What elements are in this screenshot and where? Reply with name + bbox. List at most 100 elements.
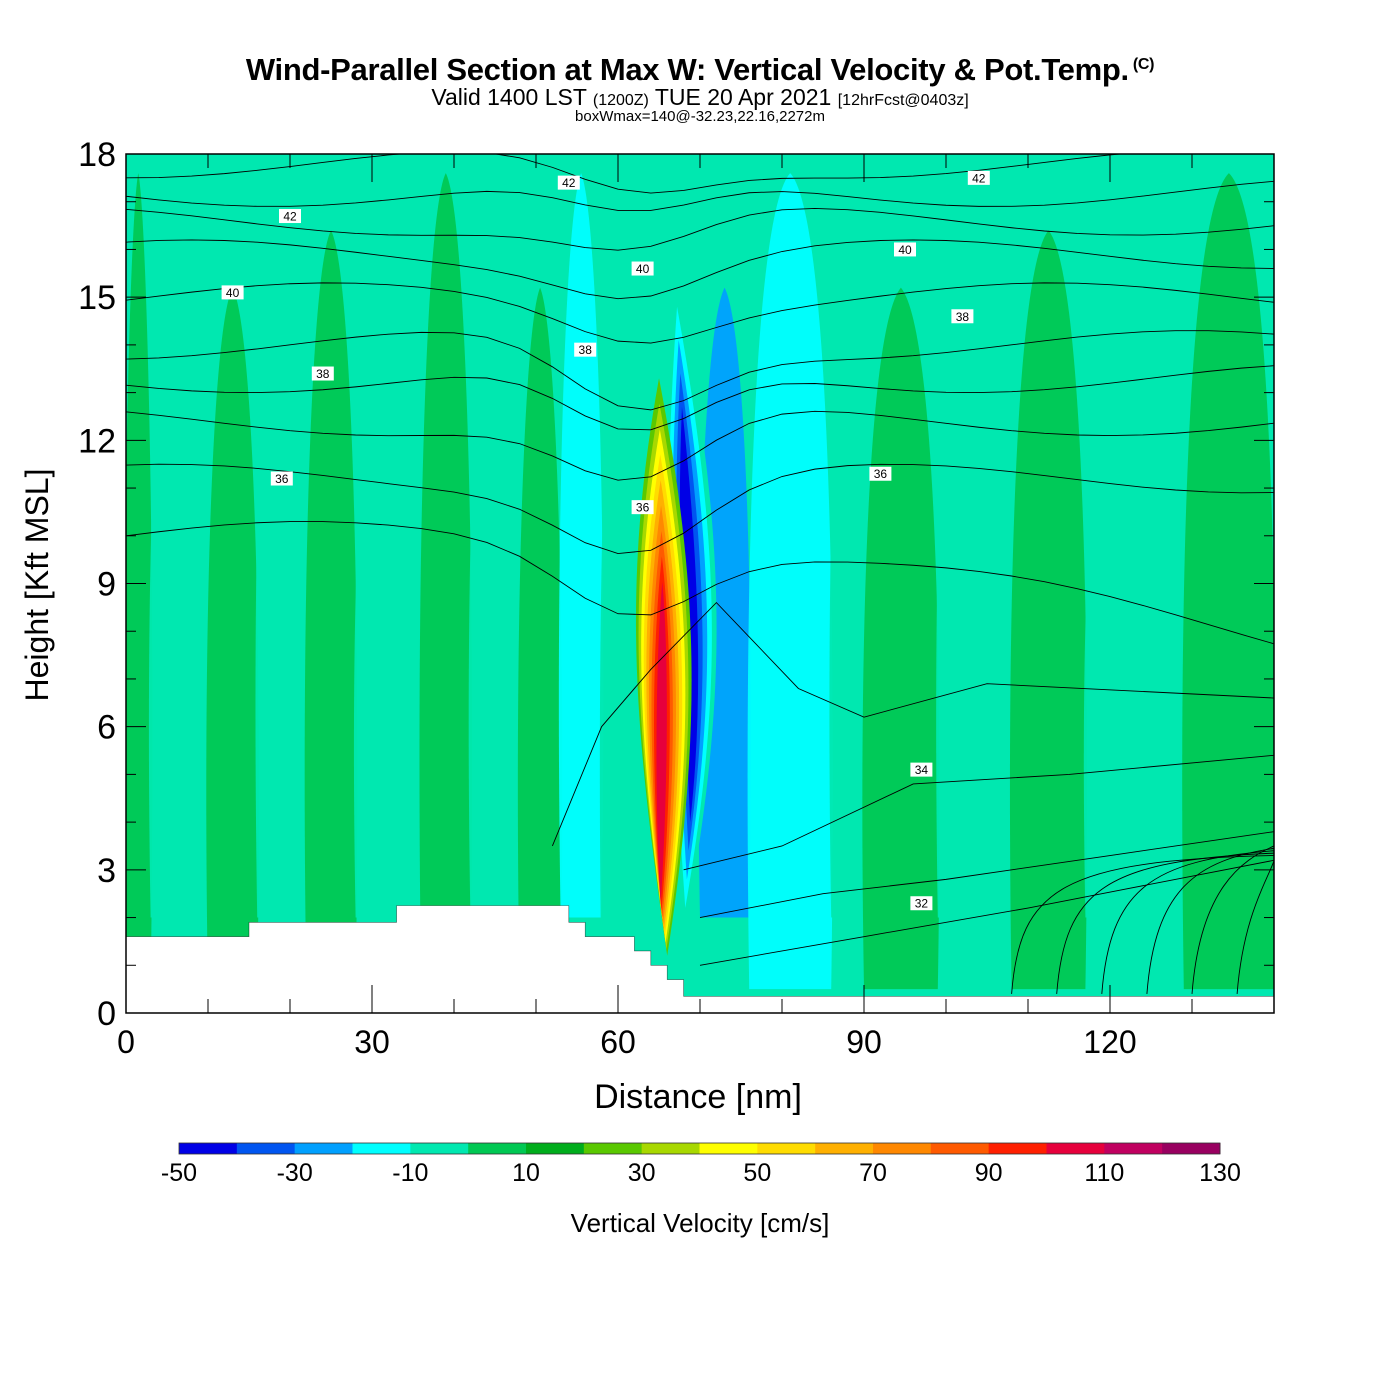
contour-label: 34 xyxy=(910,762,933,777)
valid-date: TUE 20 Apr 2021 xyxy=(654,84,832,110)
contour-label: 42 xyxy=(279,209,301,224)
theta-contour-line xyxy=(1101,850,1274,994)
contour-label-text: 40 xyxy=(898,243,912,257)
w-band xyxy=(862,287,940,990)
theta-contour-line xyxy=(699,831,1274,918)
colorbar: -50 -30 -10 10 30 50 70 90 110 130 xyxy=(161,1142,1241,1187)
w-band xyxy=(353,287,423,918)
contour-label: 42 xyxy=(967,170,990,185)
colorbar-swatch xyxy=(988,1143,1047,1154)
contour-label-text: 38 xyxy=(579,343,593,357)
w-band xyxy=(255,173,309,918)
contour-label-text: 42 xyxy=(972,171,986,185)
contour-label-box xyxy=(311,366,334,381)
contour-label: 40 xyxy=(631,261,654,276)
colorbar-swatch xyxy=(1162,1143,1221,1154)
w-band xyxy=(1182,173,1274,990)
contour-label: 36 xyxy=(869,466,892,481)
contour-label: 32 xyxy=(910,896,933,911)
theta-contour-line xyxy=(683,754,1274,871)
theta-contour-line xyxy=(126,180,1274,211)
contour-label-box xyxy=(221,285,244,300)
contour-label: 40 xyxy=(894,242,916,257)
contour-label-text: 36 xyxy=(636,501,650,515)
box-info: boxWmax=140@-32.23,22.16,2272m xyxy=(575,108,825,125)
theta-contour-line xyxy=(126,463,1274,554)
chart-title-text: Wind-Parallel Section at Max W: Vertical… xyxy=(245,52,1129,87)
terrain-outline xyxy=(126,905,1274,997)
chart-title: Wind-Parallel Section at Max W: Vertical… xyxy=(0,52,1400,88)
theta-contour-line xyxy=(699,859,1274,966)
y-tick-label: 15 xyxy=(78,279,116,317)
contour-label-box xyxy=(557,175,580,190)
contour-label-text: 32 xyxy=(915,897,929,911)
valid-time: Valid 1400 LST xyxy=(431,84,587,110)
contour-label-text: 38 xyxy=(316,367,330,381)
theta-contour-line xyxy=(126,410,1274,481)
x-tick-label: 60 xyxy=(600,1024,636,1060)
contour-label-box xyxy=(631,261,654,276)
colorbar-swatch xyxy=(930,1143,990,1154)
colorbar-swatch xyxy=(526,1143,585,1154)
w-band xyxy=(517,287,563,990)
contour-label: 38 xyxy=(574,342,597,357)
terrain-mask xyxy=(126,905,1274,1013)
contour-label-box xyxy=(279,209,301,224)
contour-label-box xyxy=(894,242,916,257)
y-tick-label: 6 xyxy=(97,709,116,747)
colorbar-swatch xyxy=(757,1143,816,1154)
w-band xyxy=(599,230,645,990)
colorbar-frame xyxy=(178,1142,1221,1155)
valid-time-line: Valid 1400 LST (1200Z) TUE 20 Apr 2021 [… xyxy=(0,84,1400,111)
contour-label-box xyxy=(910,896,933,911)
theta-contour-line xyxy=(126,154,1126,194)
contour-label-box xyxy=(951,309,974,324)
theta-contour-line xyxy=(126,239,1274,300)
copyright-mark: (C) xyxy=(1132,55,1155,73)
w-band xyxy=(468,230,522,918)
forecast-info: [12hrFcst@0403z] xyxy=(837,92,969,109)
w-band xyxy=(1083,287,1186,918)
colorbar-swatch xyxy=(1046,1143,1105,1154)
colorbar-tick-label: -30 xyxy=(277,1159,313,1187)
contour-label: 38 xyxy=(311,366,334,381)
theta-contour-line xyxy=(126,208,1274,251)
colorbar-tick-label: 90 xyxy=(975,1159,1003,1187)
y-tick-label: 3 xyxy=(97,852,116,890)
theta-contour-line xyxy=(551,601,1274,847)
theta-contour-line xyxy=(126,282,1274,344)
w-band xyxy=(1009,230,1088,990)
contour-label-box xyxy=(574,342,597,357)
contour-label: 38 xyxy=(951,309,974,324)
theta-contour-line xyxy=(1191,845,1274,994)
w-band xyxy=(148,230,210,918)
utc-time: (1200Z) xyxy=(592,92,649,109)
y-tick-label: 9 xyxy=(97,566,116,604)
contour-label-text: 34 xyxy=(915,763,929,777)
colorbar-swatch xyxy=(179,1143,238,1154)
w-band xyxy=(747,173,833,990)
contour-label-box xyxy=(910,762,933,777)
y-tick-label: 0 xyxy=(97,995,116,1033)
colorbar-swatch xyxy=(815,1143,874,1154)
w-band xyxy=(126,173,153,990)
contour-label-text: 38 xyxy=(956,310,970,324)
w-band xyxy=(206,287,259,990)
theta-contour-line xyxy=(1146,847,1274,994)
contour-label-box xyxy=(270,471,293,486)
colorbar-swatch xyxy=(641,1143,700,1154)
colorbar-swatch xyxy=(352,1143,411,1154)
colorbar-tick-label: 70 xyxy=(859,1159,887,1187)
velocity-field xyxy=(126,154,1274,1013)
colorbar-swatch xyxy=(294,1143,353,1154)
colorbar-tick-label: 130 xyxy=(1199,1159,1241,1187)
theta-contour-line xyxy=(1056,852,1274,994)
x-tick-label: 30 xyxy=(354,1024,390,1060)
y-tick-label: 18 xyxy=(78,136,116,174)
colorbar-swatch xyxy=(583,1143,643,1154)
y-tick-label: 12 xyxy=(78,422,116,460)
colorbar-swatch xyxy=(699,1143,758,1154)
colorbar-tick-label: 10 xyxy=(512,1159,540,1187)
w-band xyxy=(936,173,1014,918)
